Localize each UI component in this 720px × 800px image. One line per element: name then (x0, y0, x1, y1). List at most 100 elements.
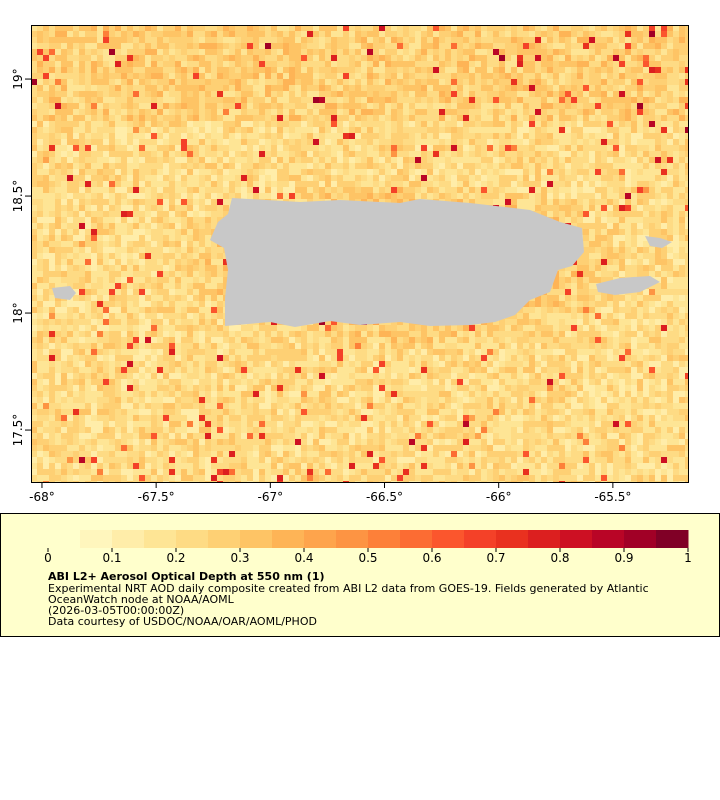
texture-cell (397, 103, 403, 109)
texture-cell (643, 133, 649, 139)
texture-cell (37, 247, 43, 253)
texture-cell (571, 85, 577, 91)
texture-cell (193, 163, 199, 169)
texture-cell (685, 121, 688, 127)
texture-cell (499, 157, 505, 163)
texture-cell (97, 235, 103, 241)
texture-cell (409, 109, 415, 115)
texture-cell (199, 193, 205, 199)
texture-cell (121, 205, 127, 211)
texture-cell (319, 193, 325, 199)
texture-cell (361, 91, 367, 97)
texture-cell (163, 277, 169, 283)
texture-cell (583, 67, 589, 73)
texture-cell (493, 37, 499, 43)
texture-cell (343, 181, 349, 187)
texture-cell (349, 61, 355, 67)
texture-cell (547, 49, 553, 55)
texture-cell (181, 163, 187, 169)
texture-cell (397, 127, 403, 133)
texture-cell (97, 211, 103, 217)
texture-cell (403, 43, 409, 49)
texture-cell (103, 37, 109, 43)
texture-cell (85, 85, 91, 91)
texture-cell (625, 145, 631, 151)
texture-cell (649, 67, 655, 73)
texture-cell (145, 43, 151, 49)
texture-cell (475, 169, 481, 175)
texture-cell (667, 127, 673, 133)
texture-cell (481, 61, 487, 67)
texture-cell (97, 127, 103, 133)
texture-cell (43, 217, 49, 223)
texture-cell (331, 97, 337, 103)
texture-cell (73, 103, 79, 109)
texture-cell (415, 91, 421, 97)
texture-cell (421, 43, 427, 49)
texture-cell (637, 271, 643, 277)
texture-cell (307, 67, 313, 73)
texture-cell (61, 85, 67, 91)
texture-cell (247, 163, 253, 169)
texture-cell (175, 277, 181, 283)
texture-cell (361, 85, 367, 91)
texture-cell (49, 253, 55, 259)
texture-cell (199, 127, 205, 133)
texture-cell (505, 109, 511, 115)
texture-cell (613, 49, 619, 55)
texture-cell (595, 277, 601, 283)
texture-cell (355, 49, 361, 55)
texture-cell (475, 121, 481, 127)
texture-cell (667, 97, 673, 103)
texture-cell (397, 49, 403, 55)
texture-cell (517, 175, 523, 181)
texture-cell (601, 127, 607, 133)
texture-cell (187, 115, 193, 121)
texture-cell (601, 133, 607, 139)
texture-cell (487, 109, 493, 115)
texture-cell (559, 49, 565, 55)
texture-cell (421, 97, 427, 103)
texture-cell (193, 247, 199, 253)
texture-cell (595, 55, 601, 61)
texture-cell (163, 61, 169, 67)
texture-cell (631, 109, 637, 115)
texture-cell (79, 277, 85, 283)
texture-cell (43, 295, 49, 301)
texture-cell (535, 37, 541, 43)
texture-cell (613, 91, 619, 97)
texture-cell (361, 187, 367, 193)
texture-cell (205, 205, 211, 211)
texture-cell (571, 109, 577, 115)
texture-cell (313, 79, 319, 85)
texture-cell (79, 283, 85, 289)
texture-cell (493, 103, 499, 109)
texture-cell (445, 157, 451, 163)
texture-cell (163, 169, 169, 175)
texture-cell (601, 139, 607, 145)
texture-cell (133, 217, 139, 223)
texture-cell (145, 211, 151, 217)
texture-cell (673, 61, 679, 67)
texture-cell (349, 157, 355, 163)
texture-cell (439, 157, 445, 163)
texture-cell (487, 79, 493, 85)
texture-cell (355, 169, 361, 175)
texture-cell (97, 49, 103, 55)
texture-cell (67, 277, 73, 283)
texture-cell (61, 247, 67, 253)
texture-cell (421, 157, 427, 163)
texture-cell (577, 217, 583, 223)
texture-cell (37, 187, 43, 193)
texture-cell (595, 253, 601, 259)
texture-cell (607, 187, 613, 193)
texture-cell (679, 133, 685, 139)
texture-cell (625, 103, 631, 109)
texture-cell (319, 31, 325, 37)
texture-cell (301, 55, 307, 61)
texture-cell (127, 235, 133, 241)
texture-cell (283, 157, 289, 163)
texture-cell (31, 193, 37, 199)
texture-cell (127, 271, 133, 277)
texture-cell (403, 169, 409, 175)
